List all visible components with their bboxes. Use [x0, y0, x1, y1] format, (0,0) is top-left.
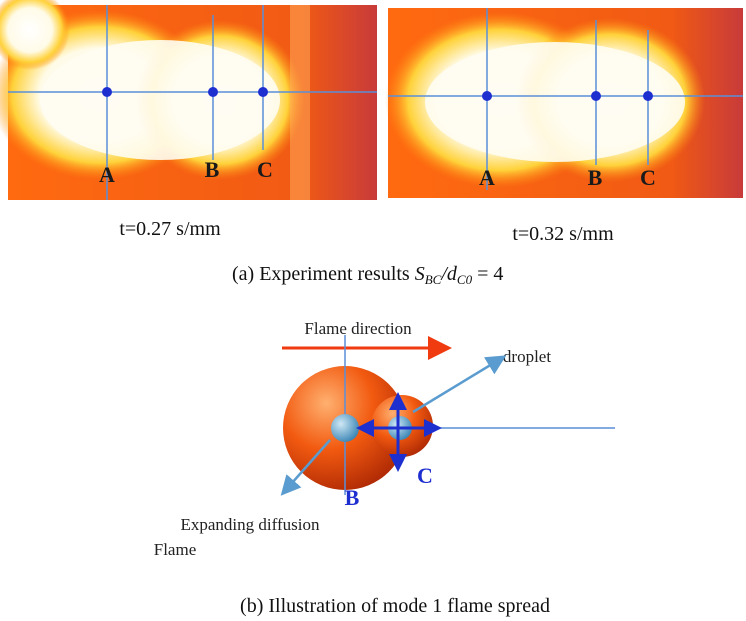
label-b: B [588, 165, 603, 190]
caption-b: (b) Illustration of mode 1 flame spread [240, 595, 550, 617]
flame-label: Expanding diffusion [181, 515, 320, 534]
caption-d: /d [440, 263, 458, 285]
photo-2: A B C [385, 8, 743, 198]
page: A B C A B C t=0.27 s/mm t=0.32 s/mm (a) … [0, 0, 746, 621]
caption-sub: C0 [457, 272, 473, 287]
point-c: C [417, 463, 433, 488]
caption-eq: = 4 [472, 263, 503, 285]
flame-label: Flame [154, 540, 197, 559]
point-b: B [345, 485, 360, 510]
label-b: B [205, 157, 220, 182]
caption-text: (a) Experiment results [232, 263, 410, 285]
caption-a: (a) Experiment results SBC/dC0 = 4 [232, 263, 503, 287]
photo-1: A B C [0, 0, 377, 200]
figure: A B C A B C t=0.27 s/mm t=0.32 s/mm (a) … [0, 0, 746, 621]
label-a: A [99, 162, 115, 187]
label-c: C [640, 165, 656, 190]
caption-sub: BC [425, 272, 442, 287]
caption-s: S [415, 263, 425, 285]
illustration: Flame direction droplet B C Expanding di… [154, 319, 615, 559]
droplet-label: droplet [503, 347, 551, 366]
time-caption: t=0.27 s/mm [119, 218, 221, 240]
flame-direction: Flame direction [304, 319, 412, 338]
label-a: A [479, 165, 495, 190]
time-caption: t=0.32 s/mm [512, 223, 614, 245]
label-c: C [257, 157, 273, 182]
